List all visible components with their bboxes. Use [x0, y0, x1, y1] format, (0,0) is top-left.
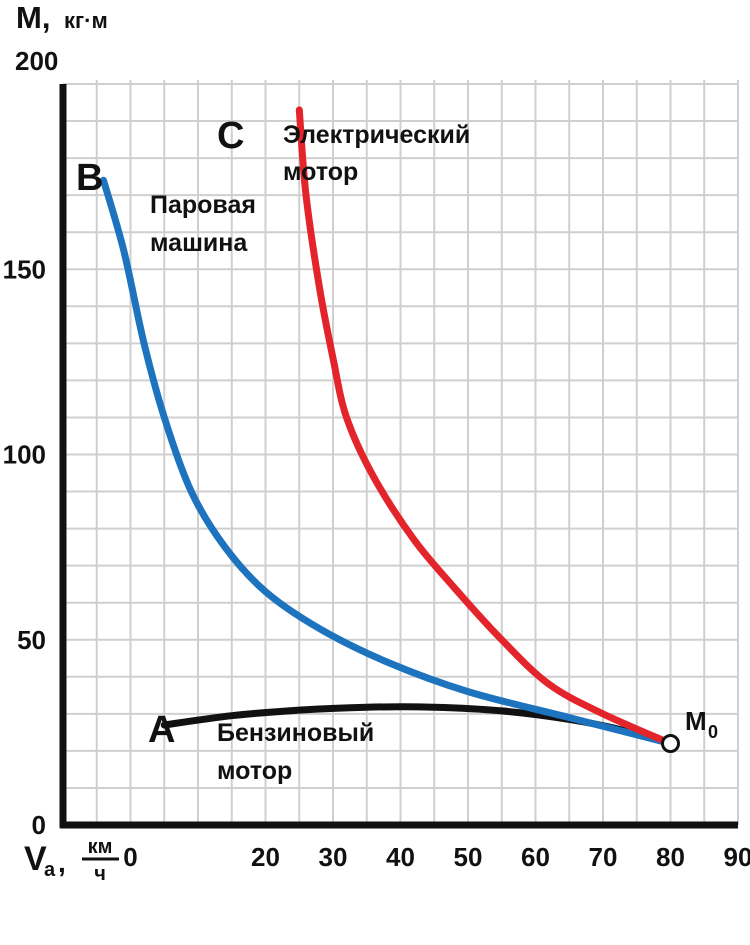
x-axis-comma: ,	[58, 847, 66, 878]
curve-c-label-line1: Электрический	[283, 121, 470, 149]
curve-b-letter: B	[76, 157, 103, 199]
x-tick-label: 20	[251, 842, 280, 872]
x-tick-label: 60	[521, 842, 550, 872]
y-axis-unit: кг·м	[64, 8, 108, 33]
series-electric-motor	[295, 106, 674, 747]
curve-b-label-line2: машина	[150, 229, 248, 257]
x-tick-label: 40	[386, 842, 415, 872]
curve-c-letter: C	[217, 115, 244, 157]
m0-label: M	[685, 706, 707, 736]
m0-subscript: 0	[708, 722, 718, 742]
x-unit-numerator: км	[88, 836, 113, 858]
x-tick-label: 90	[724, 842, 750, 872]
curve-a-letter: A	[148, 709, 175, 751]
series-steam-engine	[100, 176, 674, 747]
grid	[63, 80, 739, 825]
x-axis-subscript: a	[44, 859, 56, 881]
tick-labels: 0 20 30 40 50 60 70 80 90 0 50 100 150 200	[3, 46, 750, 872]
x-tick-label: 80	[656, 842, 685, 872]
y-tick-label: 50	[17, 625, 46, 655]
y-tick-label: 0	[32, 810, 46, 840]
x-tick-label: 70	[589, 842, 618, 872]
x-tick-label: 0	[123, 842, 137, 872]
y-tick-label: 150	[3, 254, 46, 284]
y-tick-label: 100	[3, 440, 46, 470]
x-tick-label: 50	[454, 842, 483, 872]
curves	[100, 106, 680, 753]
curve-a-label-line1: Бензиновый	[217, 719, 374, 747]
x-tick-label: 30	[319, 842, 348, 872]
curve-b-label-line1: Паровая	[150, 191, 256, 219]
y-tick-label: 200	[15, 46, 58, 76]
m0-point	[661, 733, 680, 753]
x-axis-title: V	[24, 840, 47, 878]
axes	[59, 84, 738, 829]
curve-c-label-line2: мотор	[283, 158, 358, 186]
y-axis-title: M,	[16, 0, 50, 35]
curve-a-label-line2: мотор	[217, 757, 292, 785]
x-unit-denominator: ч	[94, 863, 106, 885]
